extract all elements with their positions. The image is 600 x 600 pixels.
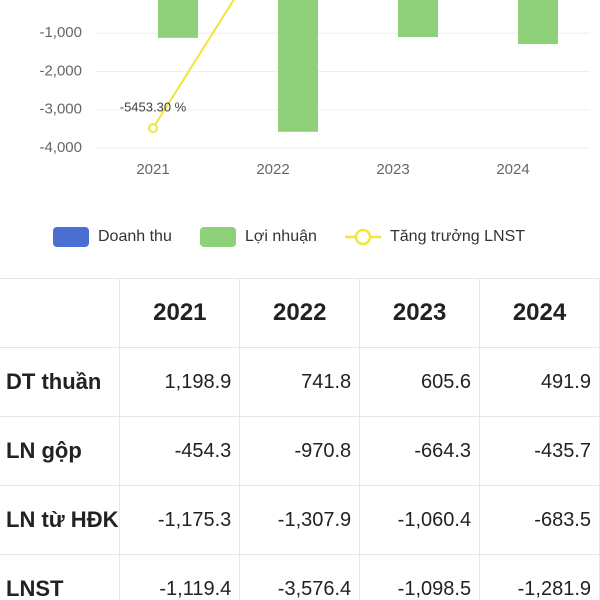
y-tick-label: -1,000 <box>39 24 82 41</box>
table-row: LNST -1,119.4 -3,576.4 -1,098.5 -1,281.9 <box>0 554 600 600</box>
value-cell: -1,098.5 <box>359 554 481 600</box>
data-table: 2021 2022 2023 2024 DT thuần 1,198.9 741.8 605.… <box>0 278 600 600</box>
x-tick-label: 2021 <box>136 161 169 178</box>
bar <box>158 0 198 38</box>
table-row: LN gộp -454.3 -970.8 -664.3 -435.7 <box>0 416 600 486</box>
legend-swatch <box>354 228 372 246</box>
header-cell: 2023 <box>359 278 481 348</box>
data-label: -5453.30 % <box>120 100 187 115</box>
bar <box>518 0 558 45</box>
chart: -1,000 -2,000 -3,000 -4,000 2021 2022 2023 2024… <box>39 0 590 247</box>
y-tick-label: -4,000 <box>39 139 82 156</box>
x-tick-label: 2023 <box>376 161 409 178</box>
value-cell: -1,060.4 <box>359 485 481 555</box>
row-label: DT thuần <box>0 347 121 417</box>
value-cell: 741.8 <box>239 347 361 417</box>
value-cell: 1,198.9 <box>119 347 241 417</box>
x-tick-label: 2024 <box>496 161 529 178</box>
x-tick-label: 2022 <box>256 161 289 178</box>
legend-swatch <box>200 227 236 247</box>
value-cell: -683.5 <box>479 485 600 555</box>
bar <box>278 0 318 132</box>
growth-line <box>152 0 235 129</box>
value-cell: -664.3 <box>359 416 481 486</box>
value-cell: -454.3 <box>119 416 241 486</box>
value-cell: -1,175.3 <box>119 485 241 555</box>
legend-label: Tăng trưởng LNST <box>390 228 525 245</box>
header-cell: 2021 <box>119 278 241 348</box>
value-cell: -1,119.4 <box>119 554 241 600</box>
value-cell: -3,576.4 <box>239 554 361 600</box>
value-cell: -435.7 <box>479 416 600 486</box>
legend-label: Lợi nhuận <box>245 228 317 245</box>
y-tick-label: -3,000 <box>39 101 82 118</box>
value-cell: -1,307.9 <box>239 485 361 555</box>
bar <box>398 0 438 38</box>
corner-cell <box>0 278 121 348</box>
header-cell: 2022 <box>239 278 361 348</box>
legend-swatch <box>53 227 89 247</box>
value-cell: 491.9 <box>479 347 600 417</box>
y-tick-label: -2,000 <box>39 62 82 79</box>
table-row: DT thuần 1,198.9 741.8 605.6 491.9 <box>0 347 600 417</box>
value-cell: 605.6 <box>359 347 481 417</box>
row-label: LN gộp <box>0 416 121 486</box>
row-label: LNST <box>0 554 121 600</box>
table-row: LN từ HĐKD-1,175.3-1,307.9-1,060.4-683.5 <box>0 485 600 555</box>
row-label: LN từ HĐKD <box>0 485 121 555</box>
value-cell: -970.8 <box>239 416 361 486</box>
growth-point <box>148 123 158 134</box>
header-cell: 2024 <box>479 278 600 348</box>
value-cell: -1,281.9 <box>479 554 600 600</box>
header-row: 2021 2022 2023 2024 <box>0 278 600 348</box>
legend-label: Doanh thu <box>98 228 172 245</box>
